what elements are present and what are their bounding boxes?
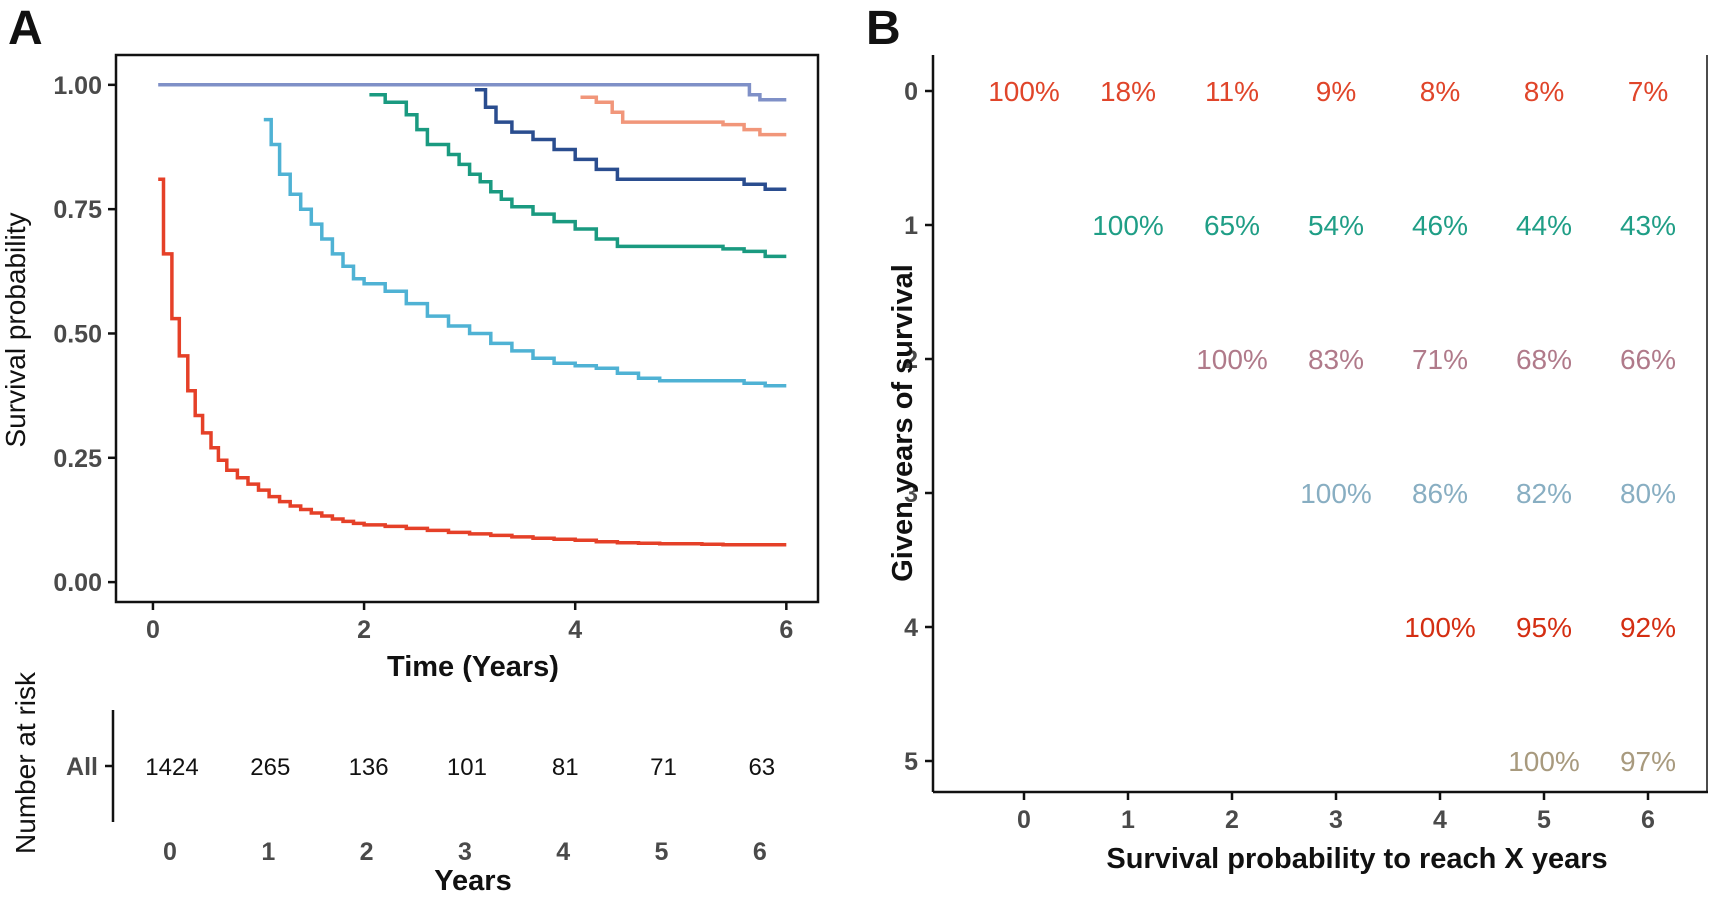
cond-cell-given1-year2: 65% [1204, 210, 1260, 241]
cond-cell-given4-year4: 100% [1404, 612, 1476, 643]
cond-cell-given2-year5: 68% [1516, 344, 1572, 375]
km-curve-series-5 [158, 83, 787, 102]
cond-cell-given5-year5: 100% [1508, 746, 1580, 777]
risk-x-tick-label: 2 [360, 838, 374, 866]
cond-cell-given3-year3: 100% [1300, 478, 1372, 509]
km-x-tick-label: 6 [779, 616, 793, 644]
cond-cell-given3-year6: 80% [1620, 478, 1676, 509]
km-x-axis-title: Time (Years) [387, 651, 559, 683]
km-curve-series-0 [158, 177, 787, 547]
km-y-tick-label: 1.00 [53, 72, 102, 100]
cond-x-tick-label: 4 [1433, 806, 1447, 834]
cond-x-tick-label: 5 [1537, 806, 1551, 834]
cond-x-axis-title: Survival probability to reach X years [1106, 843, 1607, 875]
risk-value: 136 [349, 754, 389, 781]
cond-cell-given1-year3: 54% [1308, 210, 1364, 241]
cond-cell-given1-year1: 100% [1092, 210, 1164, 241]
risk-table-x-title: Years [434, 865, 511, 897]
cond-y-axis-title: Given years of survival [887, 264, 919, 582]
risk-x-tick-label: 6 [753, 838, 767, 866]
km-curve-series-4 [580, 95, 787, 137]
risk-value: 1424 [145, 754, 198, 781]
cond-cell-given5-year6: 97% [1620, 746, 1676, 777]
cond-y-tick-label: 5 [904, 748, 918, 776]
cond-cell-given2-year2: 100% [1196, 344, 1268, 375]
cond-x-tick-label: 1 [1121, 806, 1135, 834]
risk-x-tick-label: 0 [163, 838, 177, 866]
km-plot-frame [114, 53, 820, 604]
km-y-axis: 0.00 0.25 0.50 0.75 1.00 [53, 72, 116, 597]
km-x-tick-label: 0 [146, 616, 160, 644]
cond-cell-given1-year4: 46% [1412, 210, 1468, 241]
cond-survival-cells: 100% 18% 11% 9% 8% 8% 7% 100% 65% 54% 46% 44% 43% 100… [988, 76, 1676, 777]
km-y-tick-label: 0.25 [53, 445, 102, 473]
km-y-tick-label: 0.50 [53, 320, 102, 348]
cond-y-tick-label: 3 [904, 480, 918, 508]
risk-table: 1424 0 265 1 136 2 101 3 81 4 71 5 63 6 All [66, 753, 775, 866]
cond-y-tick-label: 1 [904, 212, 918, 240]
km-x-tick-label: 2 [357, 616, 371, 644]
risk-value: 265 [250, 754, 290, 781]
risk-x-tick-label: 5 [655, 838, 669, 866]
km-y-tick-label: 0.00 [53, 569, 102, 597]
cond-x-tick-label: 0 [1017, 806, 1031, 834]
cond-cell-given3-year4: 86% [1412, 478, 1468, 509]
risk-value: 81 [552, 754, 579, 781]
cond-y-tick-label: 2 [904, 346, 918, 374]
cond-y-tick-label: 4 [904, 614, 918, 642]
risk-x-tick-label: 4 [556, 838, 570, 866]
risk-value: 63 [748, 754, 775, 781]
risk-x-tick-label: 1 [261, 838, 275, 866]
km-curves [158, 83, 787, 547]
panel-b-letter: B [866, 2, 901, 55]
cond-cell-given0-year2: 11% [1205, 76, 1259, 107]
risk-value: 71 [650, 754, 677, 781]
risk-table-y-title: Number at risk [10, 671, 41, 854]
risk-row-label: All [66, 753, 98, 781]
risk-value: 101 [447, 754, 487, 781]
cond-cell-given0-year6: 7% [1628, 76, 1668, 107]
km-y-axis-title: Survival probability [0, 213, 31, 448]
cond-cell-given4-year5: 95% [1516, 612, 1572, 643]
cond-cell-given1-year6: 43% [1620, 210, 1676, 241]
km-curve-series-2 [369, 93, 787, 259]
cond-x-tick-label: 6 [1641, 806, 1655, 834]
cond-cell-given0-year3: 9% [1316, 76, 1356, 107]
cond-x-tick-label: 2 [1225, 806, 1239, 834]
cond-y-tick-label: 0 [904, 78, 918, 106]
km-y-tick-label: 0.75 [53, 196, 102, 224]
panel-a-letter: A [8, 2, 43, 55]
risk-x-tick-label: 3 [458, 838, 472, 866]
cond-cell-given0-year5: 8% [1524, 76, 1564, 107]
km-curve-series-3 [474, 88, 787, 192]
cond-axes-ticks: 0 1 2 3 4 5 6 0 1 2 3 4 5 [904, 78, 1655, 834]
km-curve-series-1 [263, 117, 787, 388]
km-x-axis: 0 2 4 6 [146, 602, 793, 644]
cond-cell-given3-year5: 82% [1516, 478, 1572, 509]
cond-cell-given4-year6: 92% [1620, 612, 1676, 643]
cond-cell-given2-year6: 66% [1620, 344, 1676, 375]
km-x-tick-label: 4 [568, 616, 582, 644]
cond-cell-given0-year0: 100% [988, 76, 1060, 107]
cond-cell-given2-year4: 71% [1412, 344, 1468, 375]
cond-cell-given1-year5: 44% [1516, 210, 1572, 241]
cond-x-tick-label: 3 [1329, 806, 1343, 834]
cond-cell-given0-year4: 8% [1420, 76, 1460, 107]
cond-cell-given0-year1: 18% [1100, 76, 1156, 107]
cond-cell-given2-year3: 83% [1308, 344, 1364, 375]
